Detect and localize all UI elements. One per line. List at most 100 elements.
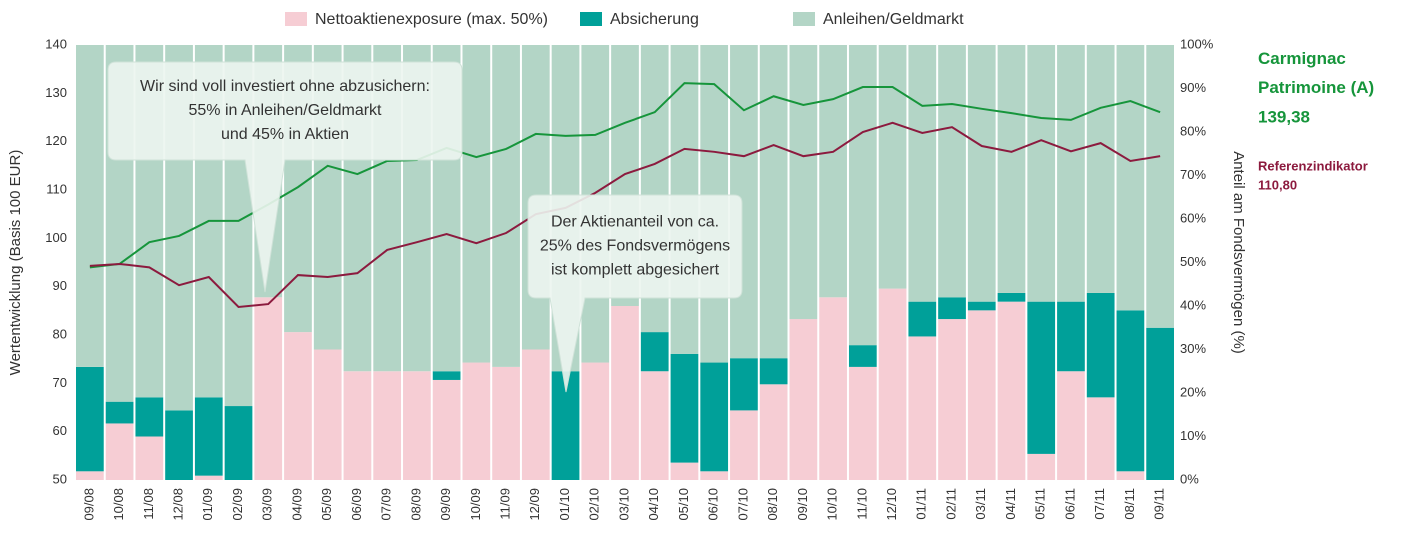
bar-segment: [819, 45, 847, 298]
legend-label: Anleihen/Geldmarkt: [823, 11, 964, 28]
bar-segment: [1027, 453, 1056, 480]
x-tick-label: 12/10: [884, 488, 899, 521]
legend-label: Absicherung: [610, 11, 699, 28]
bar-segment: [76, 366, 104, 472]
bar-segment: [848, 366, 877, 480]
callout-text: Der Aktienanteil von ca.: [551, 214, 719, 231]
bar-segment: [848, 345, 877, 367]
y2-tick-label: 80%: [1180, 123, 1206, 138]
y-tick-label: 100: [45, 230, 67, 245]
legend-swatch: [793, 12, 815, 26]
y2-tick-label: 10%: [1180, 428, 1206, 443]
y2-tick-label: 60%: [1180, 210, 1206, 225]
bar-segment: [1146, 45, 1174, 328]
bar-segment: [432, 379, 461, 480]
bar-segment: [224, 406, 253, 480]
y-axis-label: Wertentwicklung (Basis 100 EUR): [7, 150, 24, 376]
bar-segment: [313, 349, 342, 480]
bar-segment: [700, 471, 729, 480]
bar-segment: [789, 45, 818, 320]
bar-segment: [492, 45, 520, 367]
x-tick-label: 11/10: [854, 488, 869, 520]
x-tick-label: 01/11: [914, 488, 929, 520]
bar-segment: [373, 371, 402, 480]
bar-segment: [759, 384, 788, 480]
line: [89, 121, 1161, 309]
bar-segment: [611, 306, 639, 480]
y-tick-label: 130: [45, 85, 67, 100]
y-tick-label: 60: [53, 423, 67, 438]
x-tick-label: 06/10: [706, 488, 721, 521]
bar-segment: [640, 371, 669, 480]
bar-segment: [848, 45, 877, 346]
x-tick-label: 10/09: [468, 488, 483, 521]
legend-label: Nettoaktienexposure (max. 50%): [315, 11, 548, 28]
callout-text: 55% in Anleihen/Geldmarkt: [189, 102, 383, 119]
series-label: Referenzindikator: [1258, 158, 1368, 173]
x-tick-label: 06/11: [1062, 488, 1077, 520]
y2-tick-label: 20%: [1180, 384, 1206, 399]
bar-segment: [403, 371, 431, 480]
bar-segment: [938, 319, 966, 480]
x-tick-label: 05/11: [1033, 488, 1048, 520]
x-tick-label: 02/10: [587, 488, 602, 521]
bar-segment: [967, 301, 996, 311]
x-tick-label: 09/08: [81, 488, 96, 521]
bar-segment: [165, 410, 193, 480]
x-tick-label: 10/08: [111, 488, 126, 521]
callout-text: 25% des Fondsvermögens: [540, 238, 730, 255]
bar-segment: [670, 462, 699, 480]
bar-segment: [997, 45, 1026, 293]
series-label-part: Carmignac: [1258, 49, 1346, 68]
x-tick-label: 09/09: [438, 488, 453, 521]
x-tick-label: 12/09: [527, 488, 542, 521]
bar-segment: [135, 436, 164, 480]
bar-segment: [105, 423, 134, 480]
bar-segment: [1116, 45, 1145, 311]
y2-tick-label: 100%: [1180, 36, 1214, 51]
bar-segment: [759, 358, 788, 385]
x-tick-label: 10/10: [825, 488, 840, 521]
y-tick-label: 70: [53, 375, 67, 390]
bar-segment: [135, 397, 164, 437]
series-end-label: 110,80: [1258, 177, 1297, 192]
x-tick-label: 02/09: [230, 488, 245, 521]
x-tick-label: 11/09: [498, 488, 513, 520]
callout-box: [527, 194, 743, 393]
bar-segment: [938, 297, 966, 320]
bar-segment: [730, 410, 758, 480]
bar-segment: [1057, 371, 1085, 480]
bar-segment: [284, 332, 312, 480]
y2-axis-label: Anteil am Fondsvermögen (%): [1230, 151, 1247, 354]
bar-segment: [967, 45, 996, 302]
y-tick-label: 110: [46, 181, 67, 196]
x-tick-label: 12/08: [170, 488, 185, 521]
y-tick-label: 90: [53, 278, 67, 293]
bar-segment: [432, 371, 461, 380]
bar-segment: [462, 45, 491, 363]
x-tick-label: 04/10: [646, 488, 661, 521]
y2-tick-label: 0%: [1180, 471, 1199, 486]
x-tick-label: 08/09: [408, 488, 423, 521]
bar-segment: [997, 292, 1026, 302]
callout-text: ist komplett abgesichert: [551, 262, 720, 279]
bar-segment: [1116, 471, 1145, 480]
bar-segment: [700, 362, 729, 472]
callout-text: Wir sind voll investiert ohne abzusicher…: [140, 78, 430, 95]
x-tick-label: 01/09: [200, 488, 215, 521]
bar-segment: [670, 353, 699, 463]
bar-segment: [878, 288, 907, 480]
bar-segment: [1027, 301, 1056, 454]
x-tick-label: 08/10: [765, 488, 780, 521]
bar-segment: [76, 45, 104, 367]
bar-segment: [819, 297, 847, 480]
legend-swatch: [285, 12, 307, 26]
x-tick-label: 04/11: [1003, 488, 1018, 520]
bar-segment: [908, 336, 937, 480]
bar-segment: [789, 319, 818, 480]
bar-segment: [908, 45, 937, 302]
series-end-label: 139,38: [1258, 107, 1310, 126]
x-tick-label: 03/09: [260, 488, 275, 521]
bar-segment: [492, 366, 520, 480]
